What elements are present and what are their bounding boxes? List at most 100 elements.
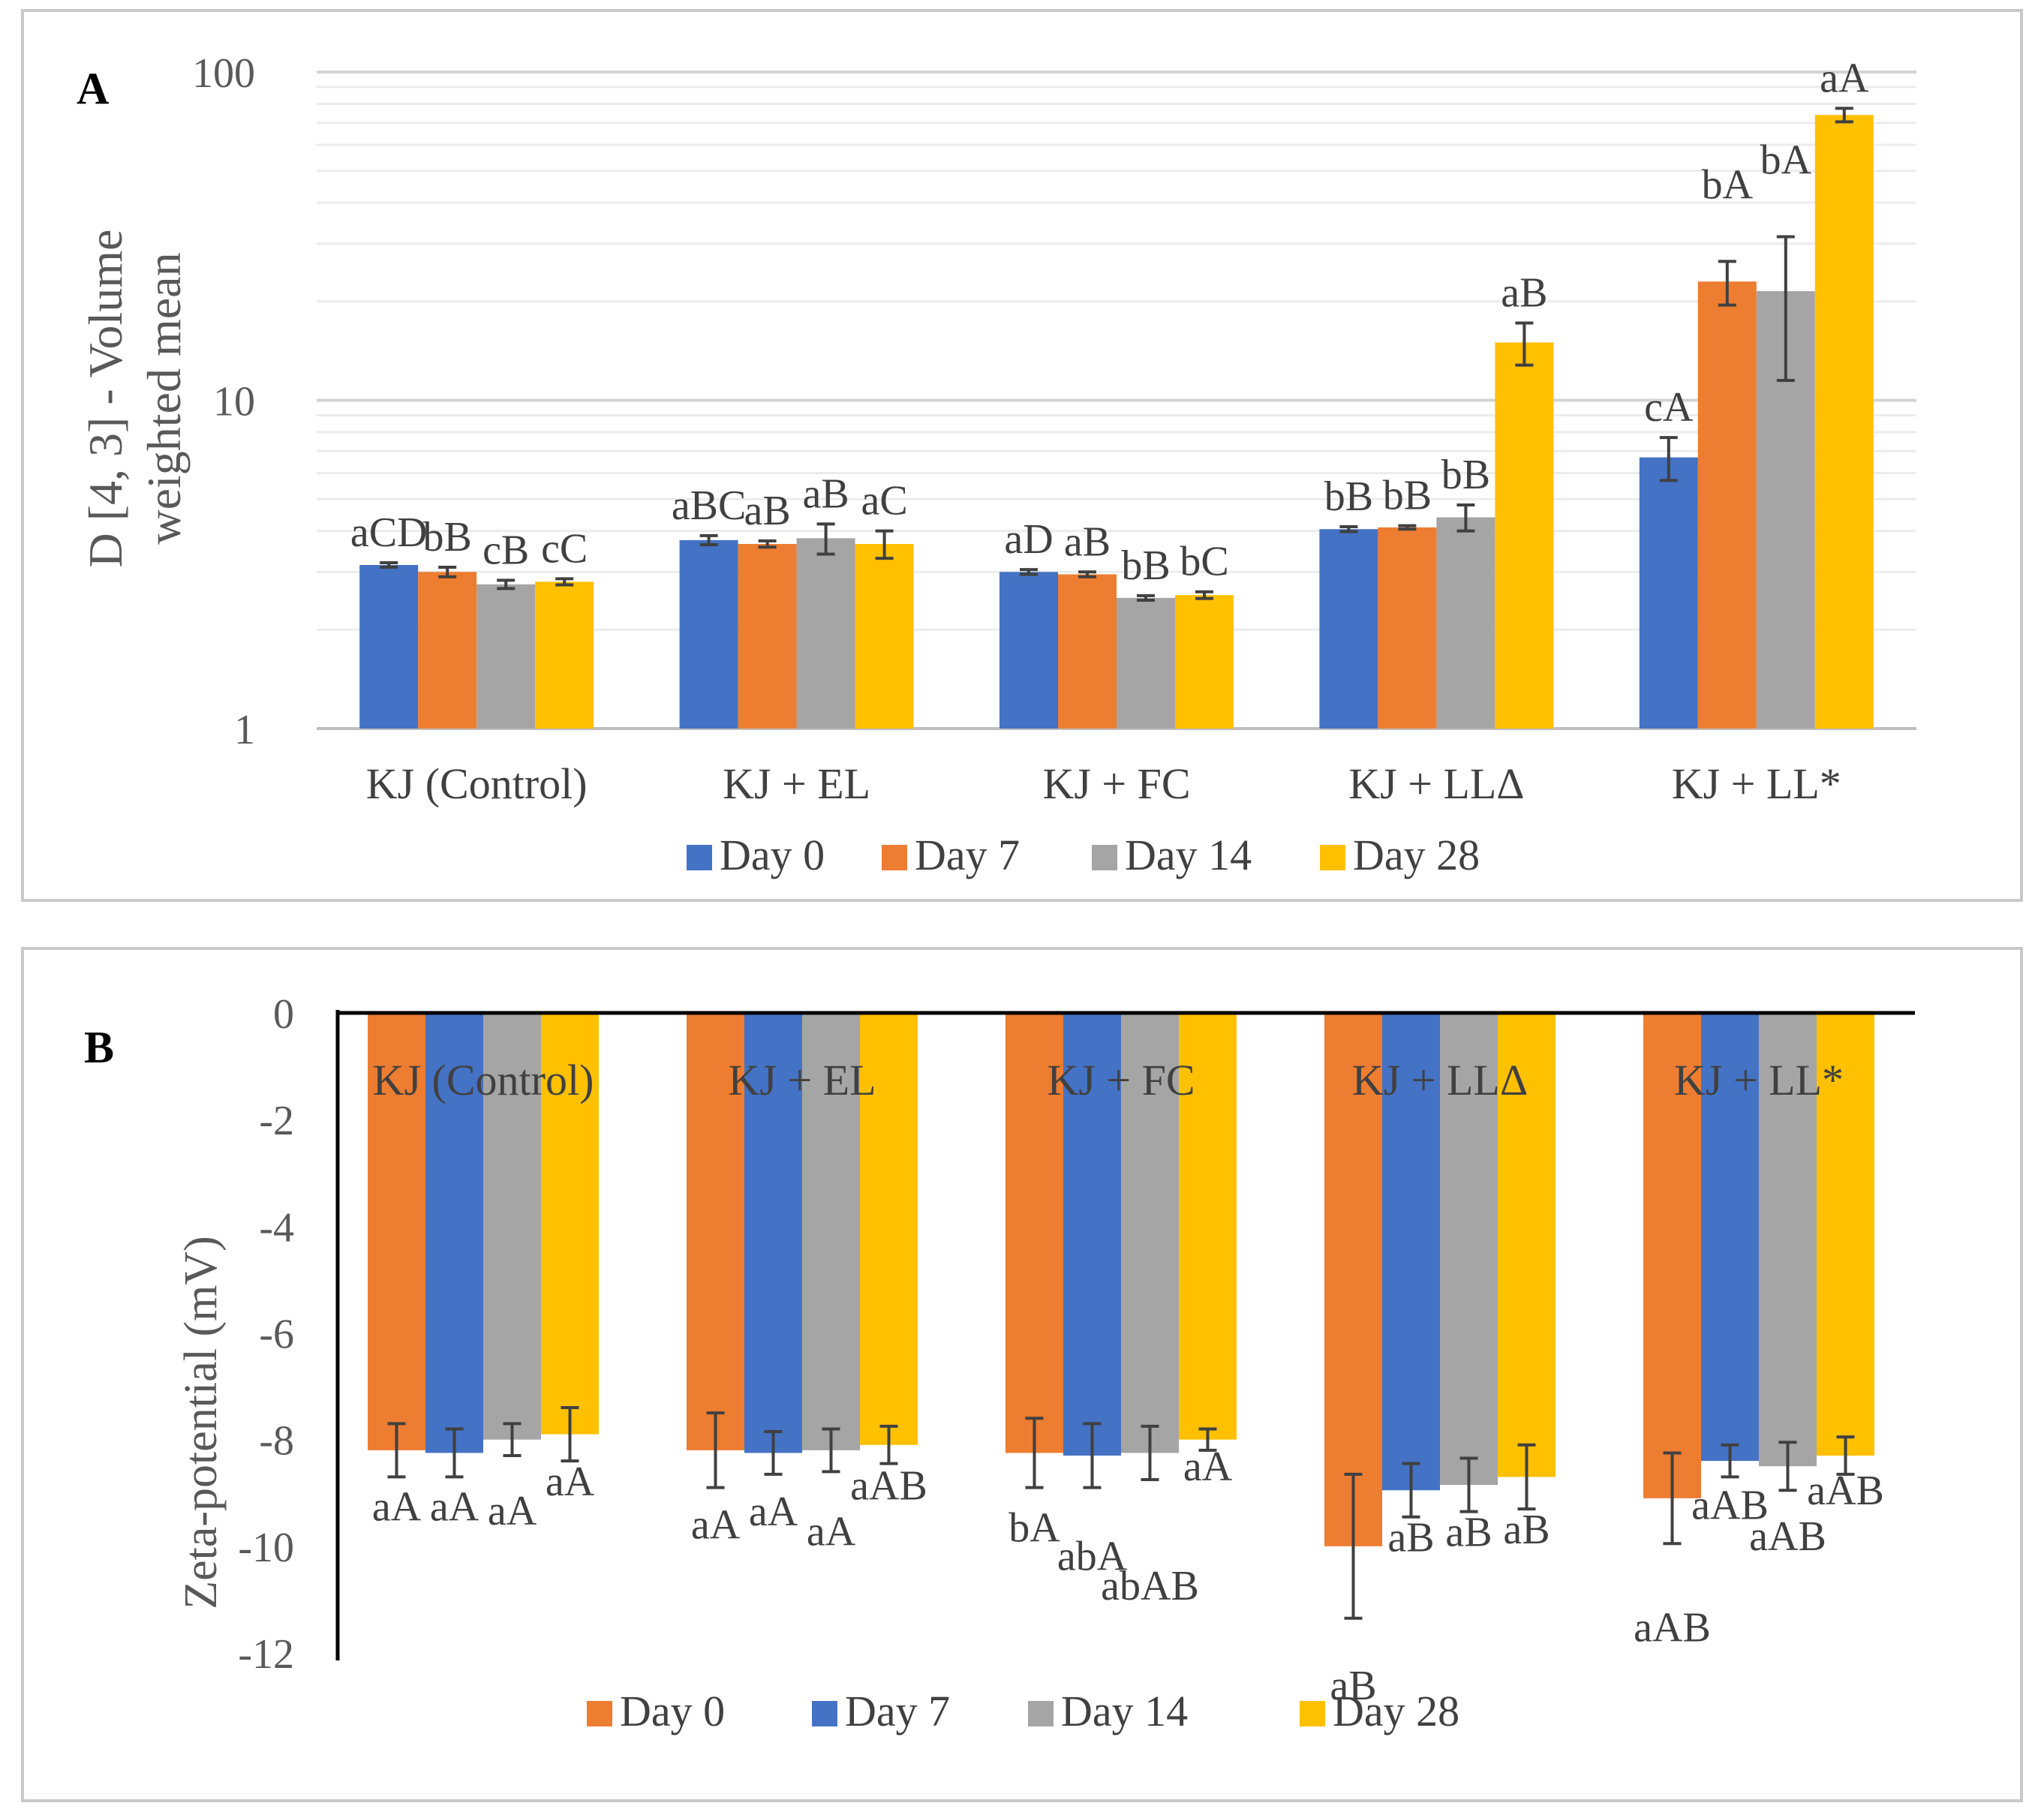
bar [368, 1013, 425, 1450]
x-tick-labels: KJ (Control) KJ + EL KJ + FC KJ + LLΔ KJ + L… [373, 1056, 1844, 1104]
x-tick-label: KJ + FC [1042, 759, 1190, 808]
bar [687, 1013, 744, 1450]
data-label: cC [541, 525, 588, 572]
y-axis-title: D [4, 3] - Volume weighted mean [79, 230, 191, 568]
bar [535, 581, 594, 729]
data-label: cA [1644, 384, 1694, 431]
bar [1319, 529, 1378, 729]
bar [1498, 1013, 1556, 1477]
x-tick-label: KJ (Control) [366, 759, 588, 808]
legend-swatch [1320, 845, 1345, 870]
error-bars [380, 107, 1853, 602]
legend-swatch [812, 1701, 837, 1726]
bar [1697, 281, 1757, 729]
data-label: bA [1760, 137, 1812, 183]
bar [418, 572, 477, 729]
data-label: aAB [1634, 1604, 1711, 1651]
legend: Day 0 Day 7 Day 14 Day 28 [587, 1687, 1459, 1735]
y-tick-labels: 1 10 100 [192, 50, 255, 753]
bar [1495, 342, 1554, 729]
data-label: aCD [350, 509, 428, 556]
y-tick-label: 0 [273, 991, 294, 1038]
axes [335, 1010, 1915, 1660]
y-tick-label: -12 [238, 1631, 294, 1678]
bar [1175, 595, 1234, 729]
data-label: bB [423, 514, 472, 560]
data-label: abAB [1101, 1563, 1199, 1609]
y-tick-label: 100 [192, 50, 255, 97]
legend-label: Day 14 [1061, 1687, 1188, 1735]
bar [1639, 457, 1698, 729]
x-tick-label: KJ + LLΔ [1348, 759, 1524, 808]
data-label: aB [744, 488, 790, 534]
bar [1382, 1013, 1440, 1491]
x-tick-label: KJ + EL [728, 1056, 876, 1104]
bar [1701, 1013, 1759, 1462]
legend-swatch [1028, 1701, 1054, 1726]
data-label: aB [1501, 269, 1547, 316]
bar [541, 1013, 599, 1435]
data-label: bB [1441, 452, 1490, 498]
bar [1063, 1013, 1121, 1456]
y-tick-label: -6 [259, 1312, 294, 1358]
bar [1817, 1013, 1874, 1456]
legend: Day 0 Day 7 Day 14 Day 28 [687, 831, 1480, 879]
data-label: aA [372, 1483, 422, 1530]
data-label: aA [807, 1508, 856, 1555]
x-tick-label: KJ + LL* [1674, 1056, 1844, 1104]
data-label: aA [1820, 55, 1869, 101]
bars [368, 1013, 1874, 1546]
bar [1643, 1013, 1701, 1498]
grid [317, 71, 1916, 730]
legend-label: Day 28 [1353, 831, 1480, 879]
bar [1179, 1013, 1237, 1440]
y-axis-title-line-1: D [4, 3] - Volume [79, 230, 132, 568]
bar [1440, 1013, 1498, 1486]
bar [476, 584, 536, 729]
y-tick-label: 1 [234, 707, 255, 753]
bar [1436, 517, 1495, 729]
bar [796, 538, 855, 729]
panel-label: B [84, 1023, 114, 1072]
bar [483, 1013, 541, 1440]
data-label: aB [1064, 518, 1111, 565]
x-tick-label: KJ + FC [1047, 1056, 1195, 1104]
bar [1324, 1013, 1382, 1546]
legend-swatch [687, 845, 712, 870]
y-tick-label: -10 [238, 1525, 294, 1571]
data-label: aA [1183, 1444, 1233, 1490]
data-label: aD [1004, 516, 1053, 563]
data-label: aB [1387, 1515, 1434, 1561]
bars [359, 115, 1874, 729]
bar [359, 564, 419, 729]
x-tick-label: KJ (Control) [373, 1056, 594, 1104]
data-label: bC [1180, 539, 1228, 585]
data-label: aAB [1749, 1513, 1826, 1560]
x-tick-label: KJ + EL [723, 759, 870, 808]
data-label: aA [691, 1502, 741, 1549]
chart-panel-a: aCD bB cB cC aBC aB aB aC aD aB bB bC bB bB bB aB cA bA bA… [21, 9, 2023, 902]
y-tick-label: -2 [259, 1098, 294, 1144]
data-label: aAB [1691, 1482, 1769, 1528]
y-axis-title-line-2: weighted mean [137, 252, 191, 544]
bar [1058, 574, 1117, 729]
error-bars [387, 1406, 1855, 1620]
bar [679, 539, 738, 729]
bar [855, 543, 914, 729]
x-tick-labels: KJ (Control) KJ + EL KJ + FC KJ + LLΔ KJ + L… [366, 759, 1841, 808]
y-tick-label: -8 [259, 1418, 294, 1465]
legend-label: Day 7 [915, 831, 1020, 879]
legend-label: Day 28 [1333, 1687, 1459, 1735]
y-axis-title: Zeta-potential (mV) [176, 1236, 227, 1609]
bar [738, 543, 797, 729]
legend-swatch [882, 845, 907, 870]
bar [860, 1013, 918, 1445]
bar [802, 1013, 860, 1450]
legend-label: Day 0 [620, 1687, 725, 1735]
data-label: aC [861, 478, 907, 524]
bar [1117, 597, 1175, 729]
legend-swatch [587, 1701, 612, 1726]
bar [744, 1013, 802, 1453]
y-axis-title-text: Zeta-potential (mV) [176, 1236, 227, 1609]
